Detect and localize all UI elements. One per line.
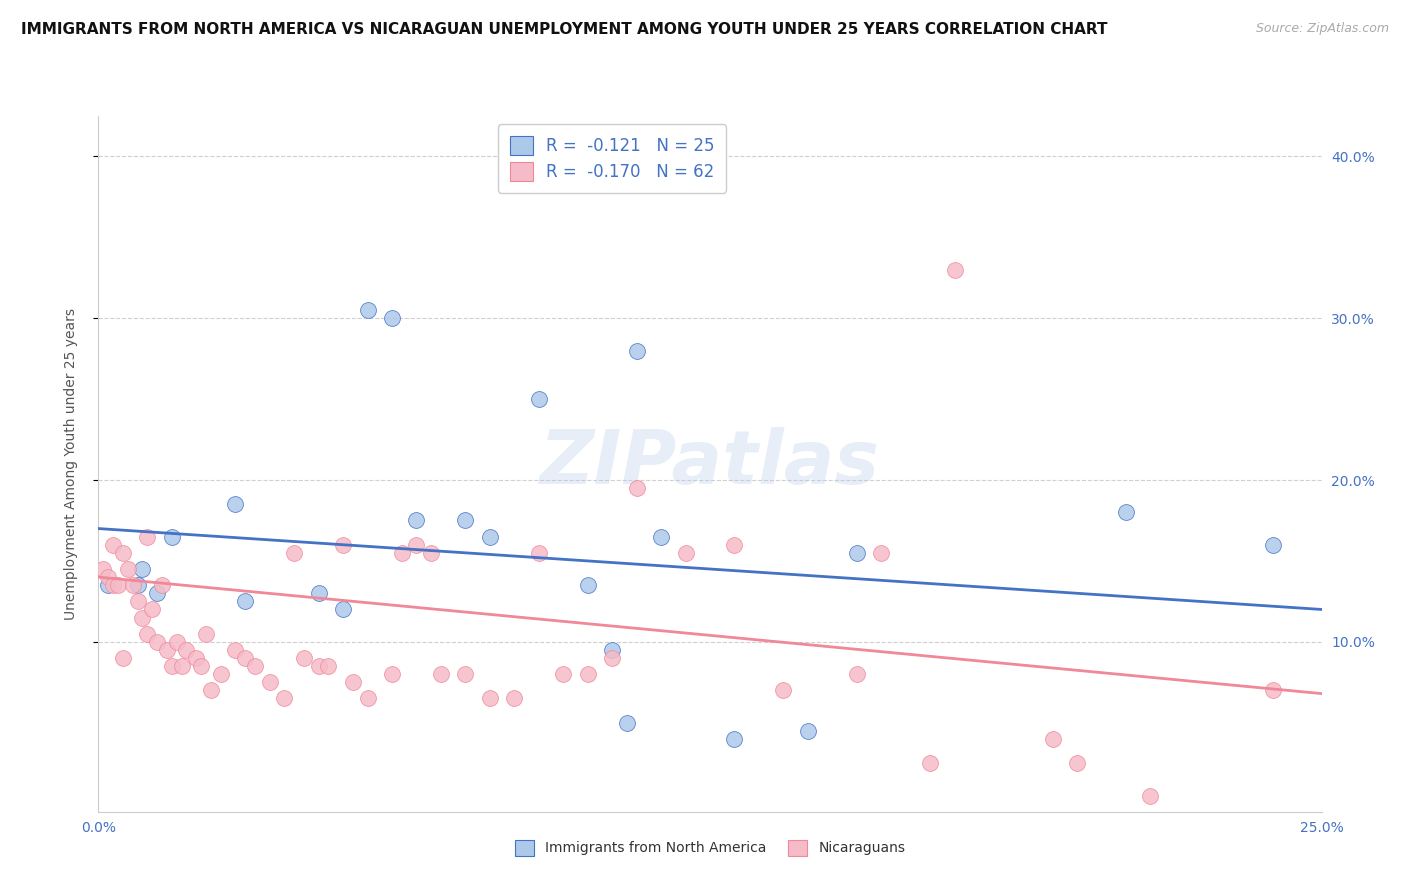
Point [146, 586, 169, 600]
Point [97, 578, 120, 592]
Point [243, 659, 266, 673]
Point [259, 675, 281, 690]
Point [527, 392, 550, 406]
Point [650, 530, 672, 544]
Point [136, 530, 159, 544]
Point [1115, 505, 1137, 519]
Point [920, 756, 942, 771]
Point [111, 546, 134, 560]
Point [233, 651, 256, 665]
Point [430, 667, 453, 681]
Point [845, 667, 868, 681]
Point [141, 602, 163, 616]
Point [478, 530, 501, 544]
Point [600, 643, 623, 657]
Point [723, 538, 745, 552]
Point [405, 513, 427, 527]
Point [600, 651, 623, 665]
Point [136, 626, 159, 640]
Point [943, 262, 966, 277]
Point [381, 667, 404, 681]
Point [356, 303, 378, 318]
Point [356, 691, 378, 706]
Point [503, 691, 526, 706]
Point [176, 643, 198, 657]
Point [845, 546, 868, 560]
Point [308, 586, 330, 600]
Text: Source: ZipAtlas.com: Source: ZipAtlas.com [1256, 22, 1389, 36]
Point [150, 578, 173, 592]
Point [332, 602, 354, 616]
Point [870, 546, 893, 560]
Point [576, 578, 599, 592]
Point [1139, 789, 1161, 803]
Point [1261, 683, 1284, 698]
Point [200, 683, 222, 698]
Point [273, 691, 295, 706]
Point [101, 538, 124, 552]
Point [121, 578, 143, 592]
Point [675, 546, 697, 560]
Point [156, 643, 179, 657]
Point [224, 643, 246, 657]
Point [626, 343, 648, 358]
Point [381, 311, 404, 326]
Point [454, 667, 477, 681]
Point [527, 546, 550, 560]
Point [101, 578, 124, 592]
Point [91, 562, 114, 576]
Point [405, 538, 427, 552]
Point [797, 723, 820, 738]
Point [1261, 538, 1284, 552]
Point [107, 578, 129, 592]
Point [318, 659, 340, 673]
Point [111, 651, 134, 665]
Point [283, 546, 305, 560]
Point [190, 659, 212, 673]
Point [308, 659, 330, 673]
Point [186, 651, 208, 665]
Point [209, 667, 232, 681]
Point [454, 513, 477, 527]
Point [772, 683, 794, 698]
Point [420, 546, 443, 560]
Point [626, 481, 648, 495]
Point [131, 610, 153, 624]
Point [478, 691, 501, 706]
Point [1066, 756, 1088, 771]
Point [195, 626, 218, 640]
Point [127, 578, 149, 592]
Point [160, 530, 183, 544]
Point [131, 562, 153, 576]
Point [127, 594, 149, 608]
Point [576, 667, 599, 681]
Point [1042, 731, 1064, 746]
Point [332, 538, 354, 552]
Point [117, 562, 139, 576]
Point [233, 594, 256, 608]
Text: IMMIGRANTS FROM NORTH AMERICA VS NICARAGUAN UNEMPLOYMENT AMONG YOUTH UNDER 25 YE: IMMIGRANTS FROM NORTH AMERICA VS NICARAG… [21, 22, 1108, 37]
Point [146, 635, 169, 649]
Point [166, 635, 188, 649]
Point [342, 675, 364, 690]
Y-axis label: Unemployment Among Youth under 25 years: Unemployment Among Youth under 25 years [63, 308, 77, 620]
Point [97, 570, 120, 584]
Point [224, 497, 246, 511]
Legend: Immigrants from North America, Nicaraguans: Immigrants from North America, Nicaragua… [506, 831, 914, 864]
Point [553, 667, 575, 681]
Point [391, 546, 413, 560]
Point [616, 715, 638, 730]
Point [292, 651, 315, 665]
Text: ZIPatlas: ZIPatlas [540, 427, 880, 500]
Point [160, 659, 183, 673]
Point [723, 731, 745, 746]
Point [170, 659, 193, 673]
